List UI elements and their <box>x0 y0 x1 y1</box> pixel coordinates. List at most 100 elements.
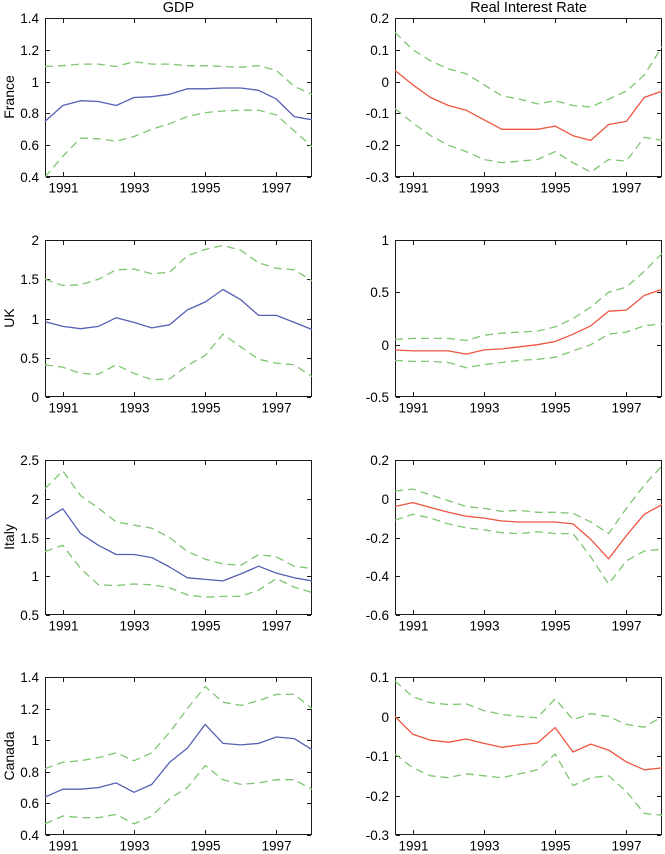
y-tick-label: 0.5 <box>20 608 39 623</box>
y-tick-label: -0.1 <box>366 749 389 764</box>
y-tick-label: -0.4 <box>366 569 390 584</box>
axes-box <box>395 460 662 615</box>
x-tick-label: 1991 <box>398 401 428 416</box>
series-point-estimate-line <box>44 723 313 798</box>
y-tick-label: 0.8 <box>20 765 39 780</box>
series-point-estimate-line <box>394 288 663 355</box>
column-title-real-interest-rate: Real Interest Rate <box>470 0 587 16</box>
series-upper-band-line <box>394 465 663 535</box>
y-tick-label: 1.5 <box>20 531 39 546</box>
axes-box <box>395 240 662 397</box>
y-tick-label: -0.2 <box>366 531 389 546</box>
y-tick-label: 1.4 <box>20 11 39 26</box>
series-lower-band-line <box>394 513 663 585</box>
series-upper-band-line <box>394 31 663 108</box>
y-tick-label: 0.6 <box>20 138 39 153</box>
x-tick-label: 1991 <box>48 839 78 854</box>
y-tick-label: 1 <box>381 233 389 248</box>
y-tick-label: 0 <box>381 492 389 507</box>
y-tick-label: -0.1 <box>366 106 389 121</box>
y-tick-label: 0.2 <box>370 453 389 468</box>
y-tick-label: 0.4 <box>20 828 39 843</box>
series-upper-band-line <box>44 61 313 95</box>
y-tick-label: 0 <box>381 710 389 725</box>
x-tick-label: 1993 <box>119 401 149 416</box>
x-tick-label: 1991 <box>398 839 428 854</box>
series-point-estimate-line <box>44 288 313 331</box>
series-upper-band-line <box>44 244 313 287</box>
y-tick-label: 0.1 <box>370 43 389 58</box>
x-tick-label: 1995 <box>540 401 570 416</box>
axes-box <box>45 677 312 835</box>
y-tick-label: 1 <box>31 75 39 90</box>
x-tick-label: 1993 <box>119 181 149 196</box>
series-lower-band-line <box>394 323 663 369</box>
y-tick-label: 2 <box>31 492 39 507</box>
series-point-estimate-line <box>44 508 313 582</box>
series-lower-band-line <box>44 333 313 381</box>
axes-box <box>45 18 312 177</box>
x-tick-label: 1995 <box>540 181 570 196</box>
y-tick-label: -0.6 <box>366 608 389 623</box>
x-tick-label: 1993 <box>469 401 499 416</box>
y-tick-label: 0.8 <box>20 106 39 121</box>
y-tick-label: 0 <box>31 390 39 405</box>
y-tick-label: -0.5 <box>366 390 389 405</box>
y-tick-label: 2 <box>31 233 39 248</box>
y-tick-label: 0 <box>381 75 389 90</box>
series-upper-band-line <box>394 253 663 342</box>
x-tick-label: 1995 <box>540 839 570 854</box>
subplot-canada-real-interest-rate: 1991 1993 1995 1997 -0.3 -0.2 -0.1 0 0.1 <box>366 670 663 854</box>
x-tick-label: 1995 <box>190 839 220 854</box>
subplot-france-gdp: 1991 1993 1995 1997 0.4 0.6 0.8 1 1.2 1.4 <box>20 11 313 196</box>
y-tick-label: 1.5 <box>20 272 39 287</box>
x-tick-label: 1991 <box>48 619 78 634</box>
series-point-estimate-line <box>44 87 313 122</box>
x-tick-label: 1993 <box>469 181 499 196</box>
y-tick-label: 1 <box>31 312 39 327</box>
series-lower-band-line <box>394 753 663 816</box>
y-tick-label: 0.5 <box>370 285 389 300</box>
series-point-estimate-line <box>394 69 663 142</box>
x-tick-label: 1997 <box>611 619 641 634</box>
series-point-estimate-line <box>394 716 663 771</box>
x-tick-label: 1991 <box>48 401 78 416</box>
x-tick-label: 1993 <box>469 839 499 854</box>
series-lower-band-line <box>394 108 663 173</box>
x-tick-label: 1997 <box>261 181 291 196</box>
series-upper-band-line <box>44 470 313 570</box>
subplot-france-real-interest-rate: 1991 1993 1995 1997 -0.3 -0.2 -0.1 0 0.1 0.2 <box>366 11 663 196</box>
x-tick-label: 1997 <box>261 839 291 854</box>
y-tick-label: 1.4 <box>20 670 39 685</box>
x-tick-label: 1995 <box>190 181 220 196</box>
x-tick-label: 1997 <box>611 839 641 854</box>
x-tick-label: 1995 <box>190 401 220 416</box>
series-point-estimate-line <box>394 501 663 560</box>
y-tick-label: 0.5 <box>20 351 39 366</box>
y-tick-label: 0.4 <box>20 170 39 185</box>
y-tick-label: 0 <box>381 338 389 353</box>
y-tick-label: 1 <box>31 733 39 748</box>
x-tick-label: 1991 <box>48 181 78 196</box>
series-upper-band-line <box>394 680 663 728</box>
x-tick-label: 1991 <box>398 619 428 634</box>
x-tick-label: 1993 <box>469 619 499 634</box>
axes-box <box>45 240 312 397</box>
x-tick-label: 1991 <box>398 181 428 196</box>
axes-box <box>395 677 662 835</box>
x-tick-label: 1997 <box>261 619 291 634</box>
y-tick-label: -0.2 <box>366 138 389 153</box>
axes-box <box>45 460 312 615</box>
y-tick-label: -0.3 <box>366 170 389 185</box>
subplot-uk-gdp: 1991 1993 1995 1997 0 0.5 1 1.5 2 <box>20 233 313 416</box>
y-tick-label: -0.2 <box>366 789 389 804</box>
subplot-italy-real-interest-rate: 1991 1993 1995 1997 -0.6 -0.4 -0.2 0 0.2 <box>366 453 663 634</box>
x-tick-label: 1997 <box>611 181 641 196</box>
series-lower-band-line <box>44 764 313 825</box>
y-tick-label: 0.1 <box>370 670 389 685</box>
y-tick-label: 1.2 <box>20 43 39 58</box>
subplot-italy-gdp: 1991 1993 1995 1997 0.5 1 1.5 2 2.5 <box>20 453 313 634</box>
x-tick-label: 1997 <box>611 401 641 416</box>
y-tick-label: 2.5 <box>20 453 39 468</box>
